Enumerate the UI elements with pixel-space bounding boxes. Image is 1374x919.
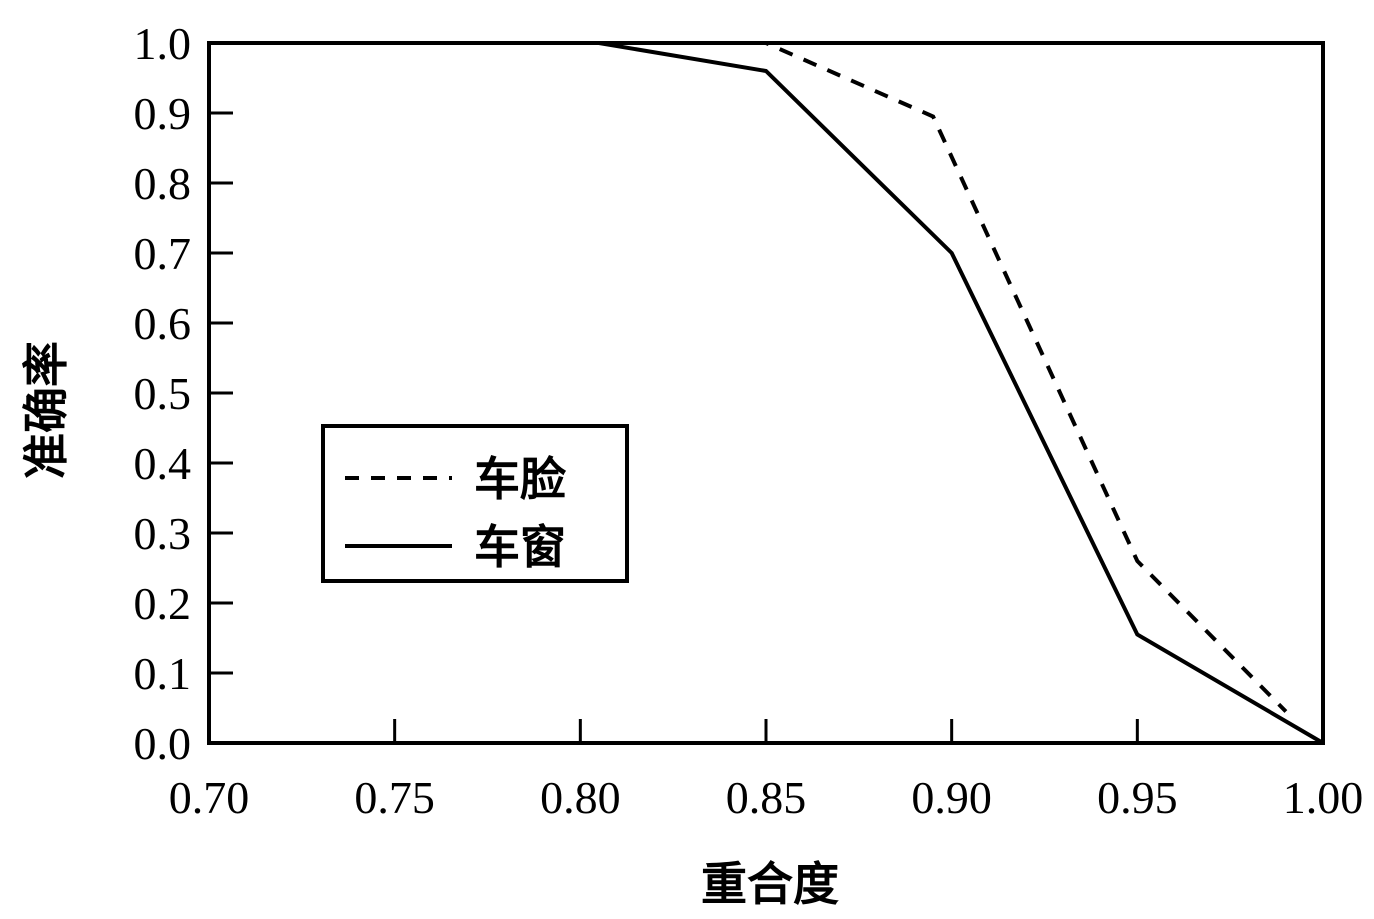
y-tick-label: 0.8 xyxy=(134,158,192,209)
x-axis: 0.70 0.75 0.80 0.85 0.90 0.95 1.00 xyxy=(169,719,1364,823)
plot-area xyxy=(207,41,1325,745)
y-tick-label: 0.7 xyxy=(134,228,192,279)
y-tick-label: 0.4 xyxy=(134,438,192,489)
series-layer xyxy=(209,41,1325,745)
x-tick-label: 0.95 xyxy=(1097,772,1178,823)
legend-label-1: 车脸 xyxy=(474,452,567,506)
x-tick-label: 0.80 xyxy=(540,772,621,823)
y-tick-label: 1.0 xyxy=(134,18,192,69)
series-line-2 xyxy=(209,41,1325,745)
x-axis-title: 重合度 xyxy=(701,857,839,911)
y-tick-label: 0.9 xyxy=(134,88,192,139)
x-tick-label: 0.75 xyxy=(354,772,435,823)
y-axis-title: 准确率 xyxy=(19,341,73,479)
y-tick-label: 0.6 xyxy=(134,298,192,349)
plot-frame xyxy=(207,41,1325,745)
x-tick-label: 1.00 xyxy=(1283,772,1364,823)
y-tick-label: 0.1 xyxy=(134,648,192,699)
x-tick-label: 0.70 xyxy=(169,772,250,823)
y-tick-label: 0.0 xyxy=(134,718,192,769)
legend-label-2: 车窗 xyxy=(474,520,566,574)
x-tick-label: 0.85 xyxy=(726,772,807,823)
x-tick-label: 0.90 xyxy=(911,772,992,823)
legend-box xyxy=(321,424,629,583)
y-tick-label: 0.5 xyxy=(134,368,192,419)
y-axis: 0.0 0.1 0.2 0.3 0.4 0.5 0.6 0.7 0.8 0.9 1.0 xyxy=(134,18,233,769)
y-tick-label: 0.3 xyxy=(134,508,192,559)
y-tick-label: 0.2 xyxy=(134,578,192,629)
